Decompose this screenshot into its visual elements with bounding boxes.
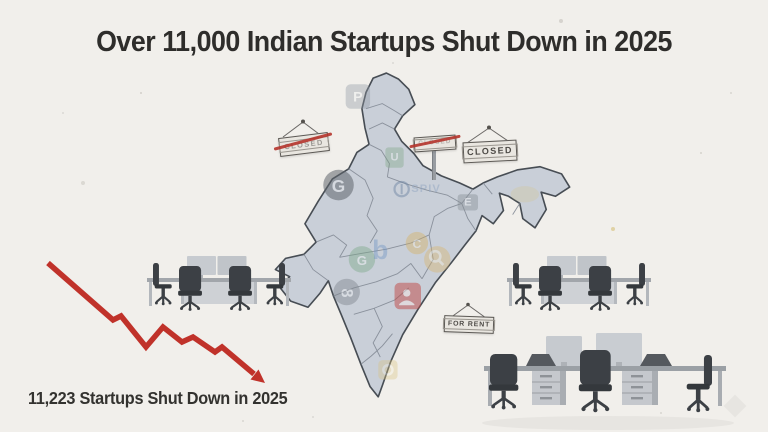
drawer-unit xyxy=(532,371,566,405)
faded-logo-eight-circle: 8 xyxy=(333,278,360,306)
india-outline xyxy=(274,72,571,398)
svg-text:U: U xyxy=(390,152,398,164)
paper-specks xyxy=(0,0,2,2)
faded-logo-spiv-mark: SPIV xyxy=(393,180,441,198)
stat-caption: 11,223 Startups Shut Down in 2025 xyxy=(28,388,288,408)
empty-desk-illustration-right xyxy=(505,252,653,316)
page-title: Over 11,000 Indian Startups Shut Down in… xyxy=(96,26,672,58)
closed-sign-right: CLOSED xyxy=(461,124,519,172)
faded-logo-c-circle: C xyxy=(405,231,429,255)
svg-text:8: 8 xyxy=(338,288,356,297)
closed-signpost: CLOSED xyxy=(409,132,462,182)
office-laptops xyxy=(526,354,672,366)
faded-logo-ring-square xyxy=(378,360,398,380)
faded-logo-green-circle: G xyxy=(348,246,376,273)
desk-leg xyxy=(718,371,722,406)
faded-logo-u-square: U xyxy=(385,147,404,168)
faded-logo-search-circle xyxy=(424,246,451,273)
office-chair xyxy=(487,352,520,411)
empty-office-illustration xyxy=(482,333,734,430)
svg-text:b: b xyxy=(372,235,388,265)
svg-text:E: E xyxy=(464,196,472,208)
office-chair xyxy=(577,348,614,414)
arrowhead-icon xyxy=(250,369,265,383)
sign-strings-icon xyxy=(282,119,324,138)
svg-text:G: G xyxy=(357,253,367,268)
for-rent-sign: FOR RENT xyxy=(442,301,496,341)
faded-logo-p-square: P xyxy=(345,84,371,109)
svg-text:C: C xyxy=(413,237,422,251)
decline-arrow xyxy=(46,260,265,383)
assam-tint xyxy=(510,186,540,203)
drawer-unit xyxy=(622,371,658,405)
floor-shadow xyxy=(482,416,734,430)
india-map: P G U SPIV E C G xyxy=(274,72,571,398)
closed-sign-left: CLOSED xyxy=(272,118,334,164)
svg-text:SPIV: SPIV xyxy=(411,183,441,195)
faded-logo-e-square: E xyxy=(457,194,479,211)
faded-logo-g-circle: G xyxy=(323,169,354,201)
svg-text:P: P xyxy=(353,89,363,105)
faded-logo-person-square xyxy=(394,282,421,310)
office-chair xyxy=(685,353,714,414)
svg-text:G: G xyxy=(332,176,345,196)
faded-logo-b-mark: b xyxy=(372,235,388,265)
closed-sign-right-label: CLOSED xyxy=(461,143,519,160)
signpost-pole xyxy=(432,146,436,180)
